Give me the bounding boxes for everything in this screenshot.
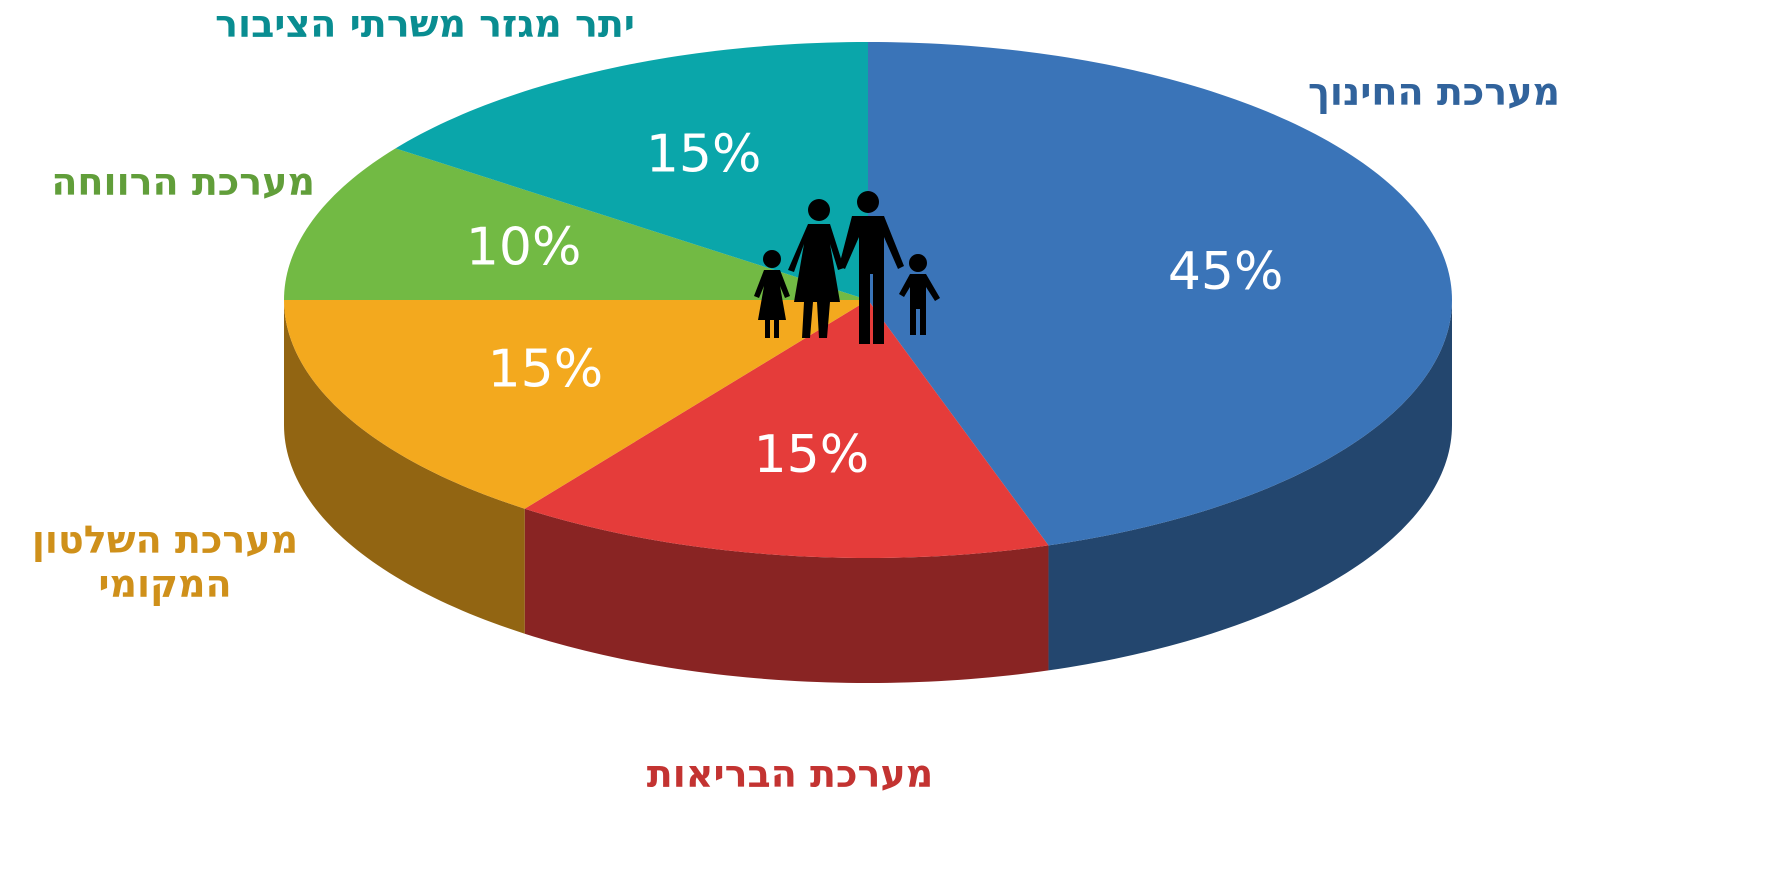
family-icon <box>754 191 940 344</box>
category-label: יתר מגזר משרתי הציבור <box>215 2 635 46</box>
value-label: 10% <box>466 218 582 278</box>
category-label: מערכת השלטון המקומי <box>31 518 299 606</box>
slice <box>868 42 1452 546</box>
category-label: מערכת הרווחה <box>51 160 315 204</box>
value-label: 15% <box>488 340 604 400</box>
value-label: 45% <box>1168 242 1284 302</box>
value-label: 15% <box>646 124 762 184</box>
slice <box>395 42 868 300</box>
slice-side <box>284 300 525 634</box>
category-label: מערכת הבריאות <box>646 752 934 796</box>
category-label: מערכת החינוך <box>1307 70 1560 114</box>
slice <box>284 300 868 509</box>
slice-side <box>1048 300 1452 671</box>
slice-side <box>524 508 1049 683</box>
slice <box>284 148 868 300</box>
slice <box>524 300 1049 558</box>
value-label: 15% <box>754 425 870 485</box>
